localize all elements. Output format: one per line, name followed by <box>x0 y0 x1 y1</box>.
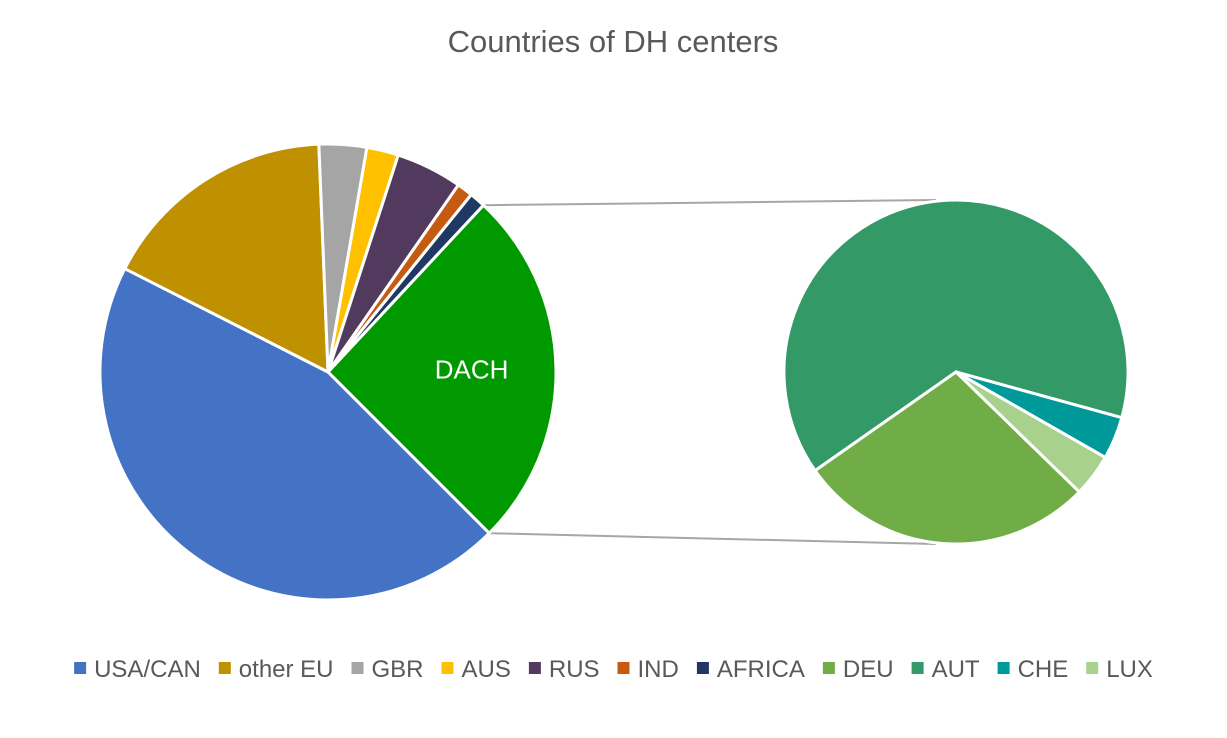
secondary-pie <box>782 198 1130 546</box>
legend-item-ind: IND <box>617 656 679 683</box>
legend-label: AUS <box>462 656 511 683</box>
legend-swatch <box>911 662 924 674</box>
legend-item-usa-can: USA/CAN <box>74 656 201 683</box>
legend-swatch <box>441 662 454 674</box>
legend-item-other-eu: other EU <box>218 656 334 683</box>
main-slice-usa-can <box>98 266 492 602</box>
main-slice-dach <box>325 203 558 536</box>
main-slice-africa <box>326 192 486 374</box>
legend-swatch <box>218 662 231 674</box>
secondary-slice-deu <box>813 370 1082 546</box>
legend-item-africa: AFRICA <box>696 656 805 683</box>
connector-lines <box>483 199 937 545</box>
legend-item-aus: AUS <box>441 656 511 683</box>
main-pie: DACH <box>98 142 558 602</box>
legend-swatch <box>822 662 835 674</box>
legend-swatch <box>997 662 1010 674</box>
legend-swatch <box>1086 662 1099 674</box>
legend-item-deu: DEU <box>822 656 894 683</box>
chart-title: Countries of DH centers <box>448 24 779 59</box>
main-slice-other-eu <box>122 142 330 375</box>
legend-label: CHE <box>1018 656 1069 683</box>
legend-item-rus: RUS <box>528 656 600 683</box>
legend-label: AUT <box>932 656 980 683</box>
legend-swatch <box>74 662 87 674</box>
legend-label: AFRICA <box>717 656 805 683</box>
legend-swatch <box>617 662 630 674</box>
legend-item-gbr: GBR <box>351 656 424 683</box>
legend-label: IND <box>638 656 679 683</box>
legend-swatch <box>696 662 709 674</box>
legend-item-lux: LUX <box>1086 656 1153 683</box>
legend-item-che: CHE <box>997 656 1069 683</box>
legend-swatch <box>528 662 541 674</box>
legend-swatch <box>351 662 364 674</box>
legend-label: LUX <box>1106 656 1153 683</box>
secondary-slice-aut <box>782 198 1130 473</box>
legend-item-aut: AUT <box>911 656 980 683</box>
legend-label: other EU <box>239 656 334 683</box>
connector-line-top <box>483 199 937 207</box>
legend-label: USA/CAN <box>94 656 201 683</box>
dach-slice-label: DACH <box>435 355 509 385</box>
legend-label: DEU <box>843 656 894 683</box>
connector-line-bottom <box>489 532 937 545</box>
legend-label: RUS <box>549 656 600 683</box>
legend-label: GBR <box>372 656 424 683</box>
legend: USA/CAN other EU GBR AUS RUS IND AFRICA DEU AUT C… <box>74 656 1153 683</box>
